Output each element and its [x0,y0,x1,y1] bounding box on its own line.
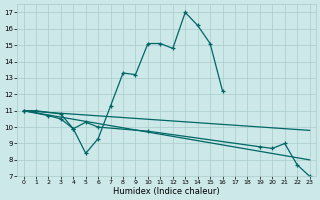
X-axis label: Humidex (Indice chaleur): Humidex (Indice chaleur) [113,187,220,196]
